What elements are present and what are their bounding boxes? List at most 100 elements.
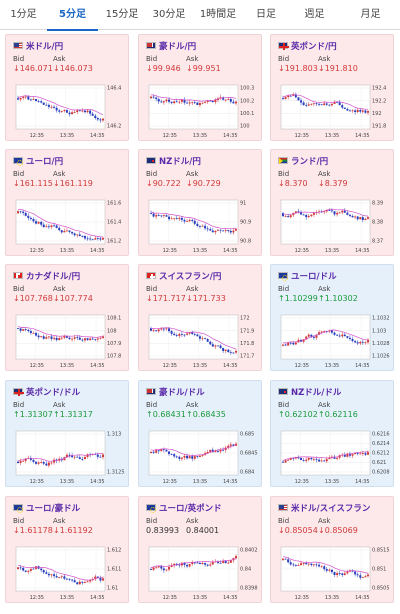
moving-average-line: [150, 211, 237, 230]
candlestick-chart[interactable]: 100.3 100.2 100.1 100 12:35 13:35 14:35: [143, 81, 260, 139]
rate-card[interactable]: ユーロ/英ポンド Bid Ask 0.83993 0.84001 0.8402 0…: [138, 496, 262, 603]
tab-5[interactable]: 日足: [256, 9, 276, 20]
candlestick-chart[interactable]: 8.39 8.38 8.37 12:35 13:35 14:35: [275, 196, 392, 254]
candle-body: [68, 337, 71, 340]
pair-name[interactable]: 英ポンド/円: [291, 41, 337, 52]
candle-body: [29, 331, 32, 334]
x-tick-label: 12:35: [30, 595, 44, 601]
candle-body: [333, 456, 336, 459]
bid-price: ↓90.722: [146, 179, 181, 188]
rate-card[interactable]: カナダドル/円 Bid Ask ↓107.768 ↓107.774 108.1 1…: [5, 264, 129, 371]
candle-body: [214, 451, 217, 453]
rate-card[interactable]: 豪ドル/円 Bid Ask ↓99.946 ↓99.951 100.3 100.2…: [138, 34, 262, 141]
rate-card[interactable]: 豪ドル/ドル Bid Ask ↑0.68431 ↑0.68435 0.685 0.…: [138, 380, 262, 487]
pair-name[interactable]: ユーロ/英ポンド: [159, 503, 222, 514]
y-tick-label: 1.611: [107, 567, 121, 573]
candle-body: [65, 110, 68, 113]
candle-body: [50, 106, 53, 108]
rate-card[interactable]: NZドル/円 Bid Ask ↓90.722 ↓90.729 91 90.9 90.…: [138, 149, 262, 256]
candlestick-chart[interactable]: 0.8402 0.84 0.8398 12:35 13:35 14:35: [143, 543, 260, 601]
candle-body: [68, 578, 71, 580]
candle-body: [292, 342, 295, 345]
candle-body: [330, 103, 333, 106]
candle-body: [361, 217, 364, 221]
x-tick-label: 12:35: [30, 133, 44, 139]
candle-body: [19, 461, 22, 463]
candlestick-chart[interactable]: 192.4 192.2 192 191.8 12:35 13:35 14:35: [275, 81, 392, 139]
rate-card[interactable]: ユーロ/円 Bid Ask ↓161.115 ↓161.119 161.6 161…: [5, 149, 129, 256]
rate-card[interactable]: 米ドル/スイスフラン Bid Ask ↓0.85054 ↓0.85069 0.8…: [270, 496, 394, 603]
candle-body: [338, 573, 341, 574]
tab-7[interactable]: 月足: [360, 9, 381, 20]
bid-price: 0.83993: [146, 526, 180, 535]
x-tick-label: 14:35: [90, 595, 104, 601]
candle-body: [81, 458, 84, 460]
candlestick-chart[interactable]: 91 90.9 90.8 12:35 13:35 14:35: [143, 196, 260, 254]
pair-name[interactable]: スイスフラン/円: [159, 271, 222, 282]
candle-body: [206, 228, 209, 230]
rate-card[interactable]: 英ポンド/円 Bid Ask ↓191.803 ↓191.810 192.4 19…: [270, 34, 394, 141]
bid-price: ↑0.68431: [146, 410, 186, 419]
candle-body: [35, 98, 38, 102]
tab-1[interactable]: 5分足: [47, 0, 98, 31]
pair-name[interactable]: NZドル/円: [159, 156, 201, 167]
rate-card[interactable]: 米ドル/円 Bid Ask ↓146.071 ↓146.073 146.4 146…: [5, 34, 129, 141]
candlestick-chart[interactable]: 146.4 146.2 12:35 13:35 14:35: [10, 81, 127, 139]
candle-body: [351, 110, 354, 112]
pair-name[interactable]: カナダドル/円: [26, 271, 81, 282]
pair-name[interactable]: ユーロ/円: [26, 156, 64, 167]
candle-body: [42, 570, 45, 573]
pair-name[interactable]: 米ドル/スイスフラン: [291, 503, 371, 514]
candlestick-chart[interactable]: 172 171.9 171.8 171.7 12:35 13:35 14:35: [143, 311, 260, 369]
candlestick-chart[interactable]: 1.313 1.3125 12:35 13:35 14:35: [10, 427, 127, 485]
rate-card[interactable]: スイスフラン/円 Bid Ask ↓171.717 ↓171.733 172 17…: [138, 264, 262, 371]
rate-card[interactable]: NZドル/ドル Bid Ask ↑0.62102 ↑0.62116 0.6216…: [270, 380, 394, 487]
pair-name[interactable]: 米ドル/円: [26, 41, 64, 52]
card-header: ユーロ/ドル: [278, 269, 337, 282]
candle-body: [193, 562, 196, 564]
pair-name[interactable]: 豪ドル/円: [159, 41, 197, 52]
candle-body: [17, 98, 19, 100]
candle-body: [209, 449, 212, 453]
candle-body: [165, 569, 168, 571]
tab-0[interactable]: 1分足: [10, 9, 37, 20]
nz-flag-icon: [146, 157, 156, 164]
rate-card[interactable]: ランド/円 Bid Ask ↓8.370 ↓8.379 8.39 8.38 8.37…: [270, 149, 394, 256]
candlestick-chart[interactable]: 0.6216 0.6214 0.6212 0.621 0.6208 12:35 13:35 1…: [275, 427, 392, 485]
candle-body: [47, 573, 50, 576]
candlestick-chart[interactable]: 0.8515 0.851 0.8505 12:35 13:35 14:35: [275, 543, 392, 601]
chart-svg: 192.4 192.2 192 191.8 12:35 13:35 14:35: [280, 84, 386, 139]
pair-name[interactable]: 豪ドル/ドル: [159, 387, 205, 398]
candle-body: [183, 99, 186, 103]
rate-card[interactable]: ユーロ/豪ドル Bid Ask ↓1.61178 ↓1.61192 1.612 1…: [5, 496, 129, 603]
tab-4[interactable]: 1時間足: [199, 9, 237, 20]
candle-body: [186, 333, 189, 335]
candle-body: [86, 238, 89, 240]
x-tick-label: 13:35: [193, 595, 207, 601]
tab-6[interactable]: 週足: [304, 9, 325, 20]
pair-name[interactable]: 英ポンド/ドル: [26, 387, 81, 398]
y-tick-label: 0.6208: [372, 470, 390, 476]
rate-card[interactable]: ユーロ/ドル Bid Ask ↑1.10299 ↑1.10302 1.1032 1…: [270, 264, 394, 371]
pair-name[interactable]: ランド/円: [291, 156, 329, 167]
candle-body: [356, 453, 359, 454]
y-tick-label: 146.4: [107, 86, 121, 92]
moving-average-line: [17, 208, 104, 238]
pair-name[interactable]: ユーロ/ドル: [291, 271, 337, 282]
candle-body: [359, 341, 362, 344]
tab-3[interactable]: 30分足: [152, 9, 186, 20]
candlestick-chart[interactable]: 1.1032 1.103 1.1028 1.1026 12:35 13:35 14:35: [275, 311, 392, 369]
candle-body: [32, 219, 35, 222]
candlestick-chart[interactable]: 1.612 1.611 1.61 12:35 13:35 14:35: [10, 543, 127, 601]
candle-body: [325, 569, 328, 571]
candlestick-chart[interactable]: 161.6 161.4 161.2 12:35 13:35 14:35: [10, 196, 127, 254]
y-tick-label: 1.1026: [372, 354, 390, 360]
ask-label: Ask: [53, 170, 66, 178]
candle-body: [318, 332, 321, 335]
candlestick-chart[interactable]: 108.1 108 107.9 107.8 12:35 13:35 14:35: [10, 311, 127, 369]
rate-card[interactable]: 英ポンド/ドル Bid Ask ↑1.31307 ↑1.31317 1.313 1…: [5, 380, 129, 487]
tab-2[interactable]: 15分足: [105, 9, 139, 20]
pair-name[interactable]: NZドル/ドル: [291, 387, 342, 398]
pair-name[interactable]: ユーロ/豪ドル: [26, 503, 81, 514]
candlestick-chart[interactable]: 0.685 0.6845 0.684 12:35 13:35 14:35: [143, 427, 260, 485]
